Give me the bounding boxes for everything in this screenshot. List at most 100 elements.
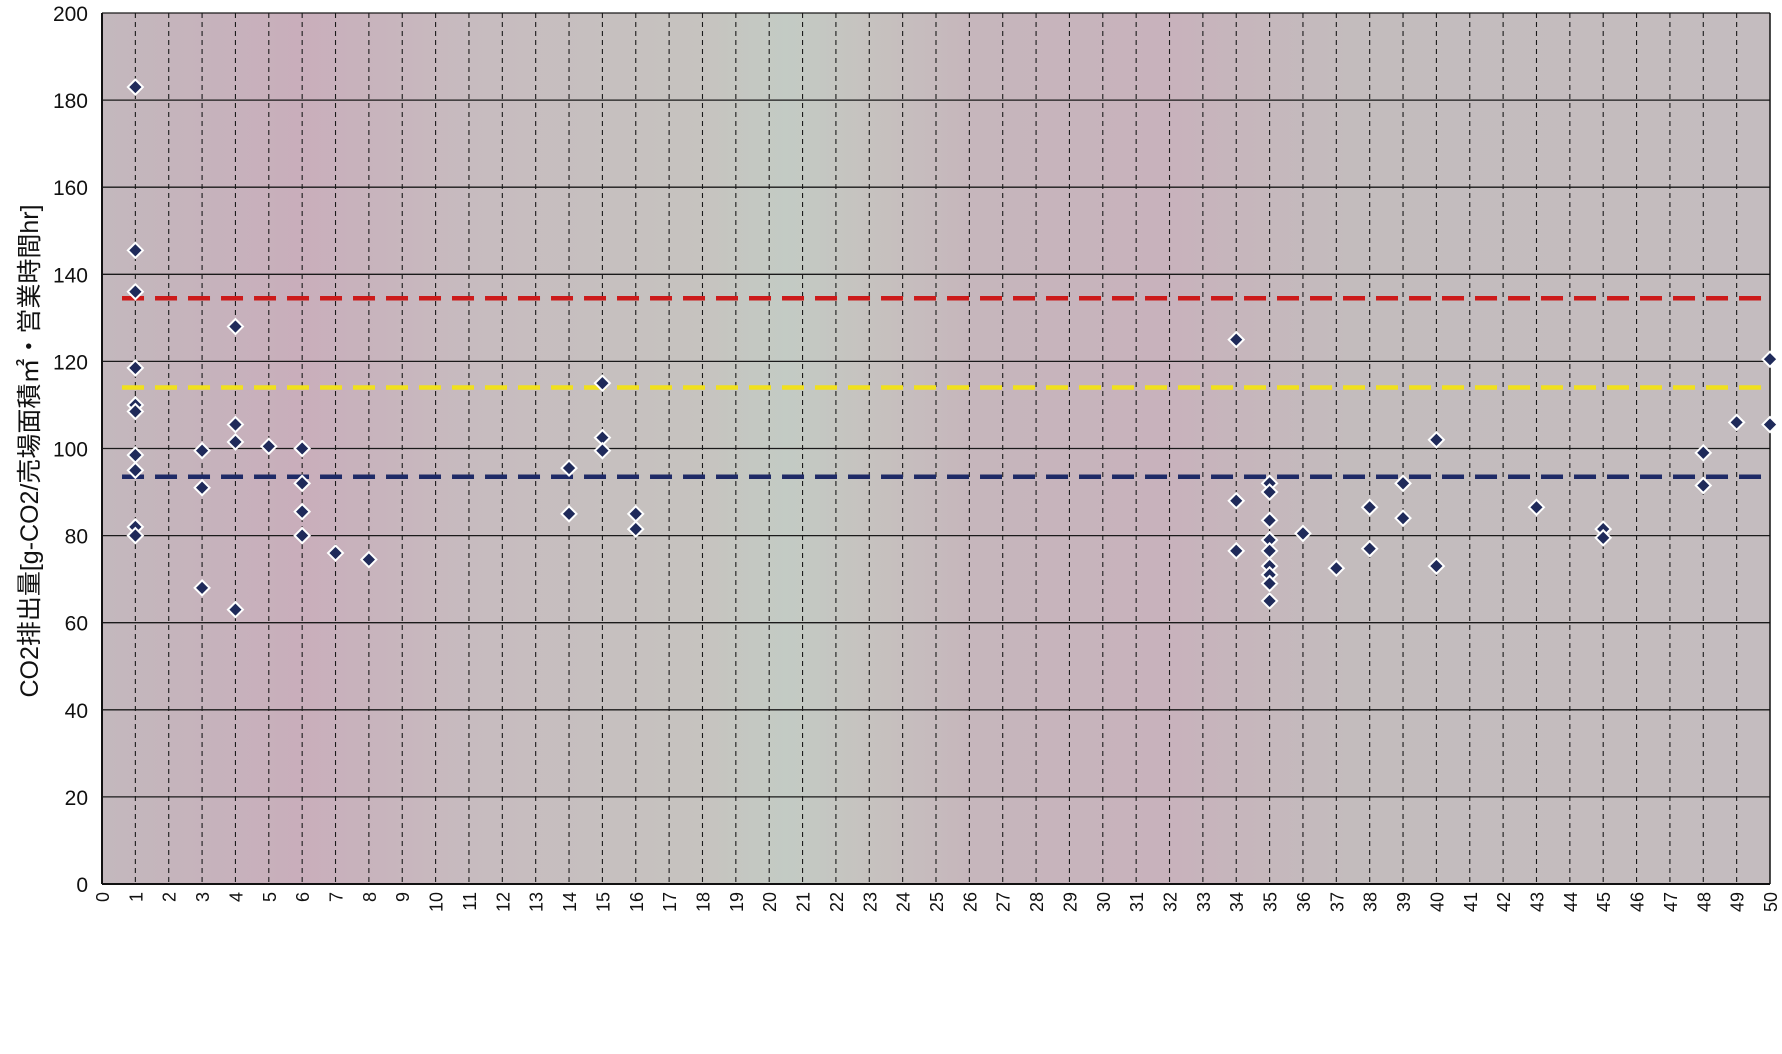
y-tick-label: 20 — [65, 787, 88, 810]
data-point — [1360, 498, 1379, 517]
data-point — [126, 461, 145, 480]
data-point — [1260, 574, 1279, 593]
x-tick-label: 6 — [293, 892, 313, 902]
x-tick-label: 13 — [527, 892, 547, 912]
data-point — [560, 504, 578, 523]
x-tick-label: 47 — [1661, 892, 1681, 912]
x-tick-label: 24 — [894, 892, 914, 912]
x-tick-label: 12 — [493, 892, 513, 912]
x-tick-label: 45 — [1594, 892, 1614, 912]
x-tick-label: 15 — [593, 892, 613, 912]
data-point — [293, 439, 312, 458]
x-tick-label: 37 — [1327, 892, 1347, 912]
data-point — [226, 415, 245, 434]
data-point — [293, 526, 312, 545]
data-point — [126, 526, 145, 545]
x-tick-label: 42 — [1494, 892, 1514, 912]
data-point — [1527, 498, 1546, 517]
y-tick-label: 0 — [76, 874, 88, 897]
data-point — [1761, 415, 1779, 434]
x-tick-label: 49 — [1728, 892, 1748, 912]
data-point — [226, 317, 245, 336]
data-point — [193, 441, 211, 460]
x-tick-label: 48 — [1694, 892, 1714, 912]
x-tick-label: 33 — [1194, 892, 1214, 912]
data-point — [126, 241, 145, 260]
data-point — [1260, 511, 1279, 530]
x-tick-label: 38 — [1361, 892, 1381, 912]
x-tick-label: 39 — [1394, 892, 1414, 912]
data-point — [1227, 491, 1246, 510]
y-tick-label: 140 — [53, 264, 88, 287]
x-tick-label: 36 — [1294, 892, 1314, 912]
x-tick-label: 50 — [1761, 892, 1781, 912]
data-point — [1694, 476, 1713, 495]
x-tick-label: 3 — [193, 892, 213, 902]
x-tick-label: 22 — [827, 892, 847, 912]
data-point — [1727, 413, 1746, 432]
data-point — [126, 359, 145, 377]
y-tick-label: 180 — [53, 90, 88, 113]
x-tick-label: 20 — [760, 892, 780, 912]
x-tick-label: 10 — [427, 892, 447, 912]
x-tick-label: 11 — [460, 892, 480, 911]
x-tick-label: 30 — [1094, 892, 1114, 912]
x-tick-label: 4 — [226, 892, 246, 902]
data-point — [1394, 509, 1412, 528]
x-tick-label: 35 — [1261, 892, 1281, 912]
data-point — [326, 544, 345, 562]
x-tick-label: 46 — [1628, 892, 1648, 912]
x-tick-label: 40 — [1427, 892, 1447, 912]
x-tick-label: 8 — [360, 892, 380, 902]
data-point — [1227, 330, 1246, 349]
data-point — [626, 520, 645, 538]
x-tick-label: 9 — [393, 892, 413, 902]
data-point — [293, 474, 312, 493]
data-point — [1427, 557, 1446, 575]
x-tick-label: 5 — [260, 892, 280, 902]
data-point — [359, 550, 378, 569]
data-point — [193, 478, 211, 497]
data-point — [1427, 430, 1446, 449]
y-tick-label: 40 — [65, 700, 88, 723]
data-point — [226, 433, 245, 451]
x-tick-label: 1 — [126, 892, 146, 902]
y-tick-label: 160 — [53, 177, 88, 200]
data-point — [1260, 592, 1279, 610]
x-tick-label: 44 — [1561, 892, 1581, 912]
x-tick-label: 27 — [994, 892, 1014, 912]
y-tick-label: 200 — [53, 3, 88, 26]
x-tick-label: 14 — [560, 892, 580, 912]
data-point — [1260, 483, 1279, 501]
data-point — [126, 78, 145, 96]
x-tick-label: 31 — [1127, 892, 1147, 912]
y-tick-label: 120 — [53, 351, 88, 374]
x-tick-label: 19 — [727, 892, 747, 912]
x-tick-label: 28 — [1027, 892, 1047, 912]
y-tick-label: 100 — [53, 439, 88, 462]
y-tick-label: 80 — [65, 526, 88, 549]
y-tick-label: 60 — [65, 613, 88, 636]
y-axis-label: CO2排出量[g-CO2/売場面積㎡・営業時間hr] — [16, 204, 44, 697]
x-tick-label: 41 — [1461, 892, 1481, 912]
x-tick-label: 23 — [860, 892, 880, 912]
x-tick-label: 18 — [693, 892, 713, 912]
x-tick-label: 25 — [927, 892, 947, 912]
x-tick-label: 29 — [1060, 892, 1080, 912]
data-point — [1327, 559, 1346, 578]
data-point — [193, 578, 211, 597]
x-tick-label: 7 — [327, 892, 347, 902]
x-tick-label: 21 — [794, 892, 814, 912]
x-tick-label: 16 — [627, 892, 647, 912]
data-point — [1394, 474, 1412, 493]
x-tick-label: 34 — [1227, 892, 1247, 912]
data-point — [1227, 541, 1246, 560]
data-point — [1294, 524, 1312, 543]
x-tick-label: 17 — [660, 892, 680, 912]
x-tick-label: 26 — [960, 892, 980, 912]
data-point — [293, 502, 312, 521]
x-tick-label: 2 — [160, 892, 180, 902]
data-point — [1594, 528, 1613, 547]
